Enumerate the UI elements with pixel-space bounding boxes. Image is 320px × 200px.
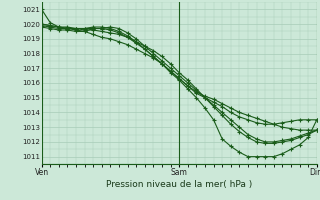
X-axis label: Pression niveau de la mer( hPa ): Pression niveau de la mer( hPa ) bbox=[106, 180, 252, 189]
